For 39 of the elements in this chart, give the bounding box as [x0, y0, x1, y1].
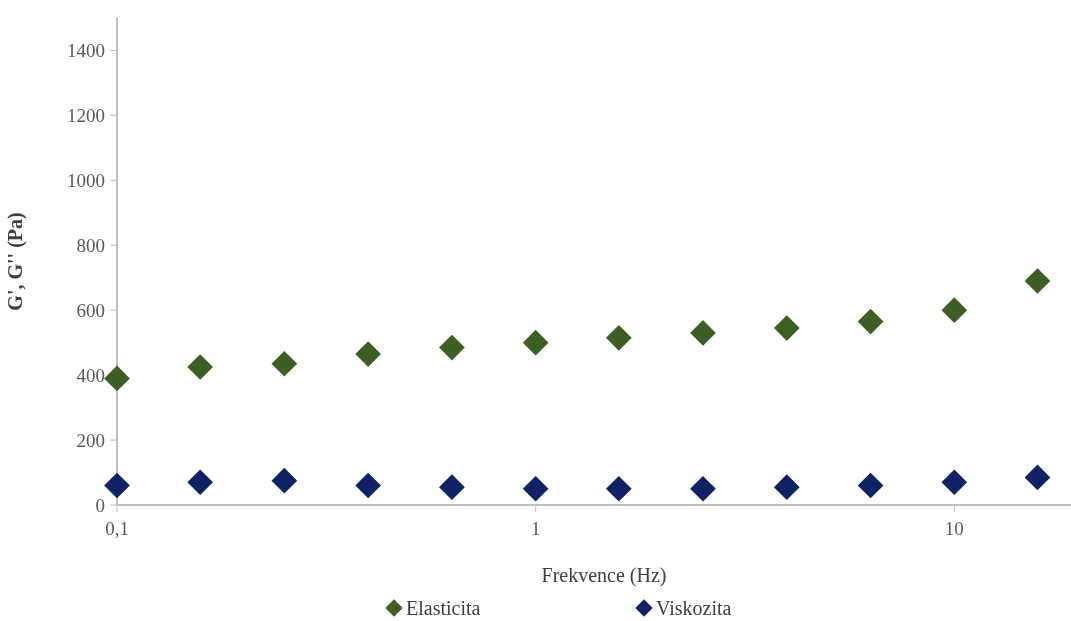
x-tick-label: 10	[944, 518, 964, 539]
point	[857, 472, 884, 499]
point	[773, 315, 800, 341]
point	[1024, 268, 1051, 294]
point	[271, 467, 298, 494]
point	[271, 350, 298, 377]
point	[773, 474, 800, 500]
point	[187, 354, 214, 380]
point	[439, 334, 465, 361]
y-tick-label: 400	[76, 364, 105, 386]
point	[522, 475, 549, 502]
y-tick-label: 800	[76, 234, 105, 256]
point	[690, 475, 716, 502]
y-tick-label: 1400	[67, 40, 105, 62]
legend-label: Viskozita	[656, 597, 732, 619]
x-tick-label: 1	[530, 518, 541, 539]
y-tick-label: 200	[76, 429, 105, 451]
y-tick-label: 1000	[67, 169, 105, 191]
point	[690, 320, 716, 346]
y-tick-label: 600	[76, 299, 105, 321]
point	[187, 469, 214, 496]
point	[355, 341, 381, 367]
legend-label: Elasticita	[406, 597, 481, 619]
point	[104, 365, 130, 392]
point	[1024, 464, 1051, 491]
point	[104, 472, 130, 499]
point	[941, 297, 968, 324]
y-axis-title: G', G'' (Pa)	[4, 212, 27, 311]
y-tick-label: 0	[95, 494, 105, 516]
point	[941, 469, 968, 496]
y-tick-label: 1200	[67, 105, 105, 127]
x-tick-label: 0,1	[105, 518, 129, 539]
point	[857, 308, 884, 335]
point	[522, 329, 549, 356]
point	[605, 475, 632, 502]
point	[439, 474, 465, 500]
x-axis-title: Frekvence (Hz)	[541, 564, 667, 587]
point	[355, 472, 381, 499]
point	[605, 324, 632, 351]
